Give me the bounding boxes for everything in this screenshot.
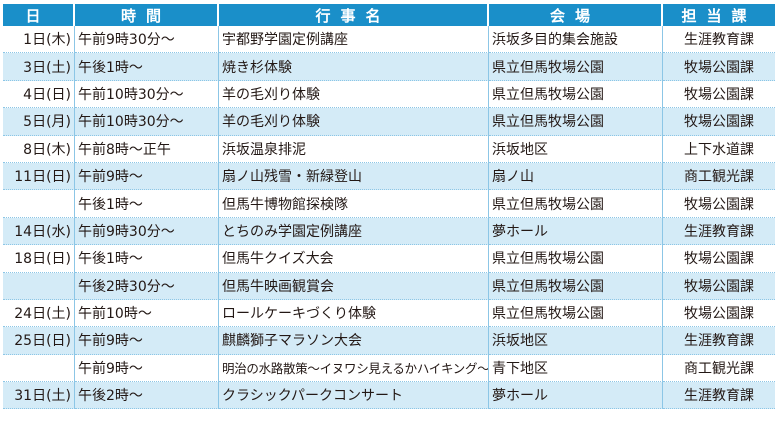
row-date [3, 354, 75, 383]
row-department: 牧場公園課 [663, 245, 775, 273]
row-time: 午後1時〜 [75, 190, 219, 218]
row-event: 扇ノ山残雪・新緑登山 [219, 162, 489, 191]
table-row: 3日(土) 午後1時〜 焼き杉体験 県立但馬牧場公園 牧場公園課 [3, 53, 775, 81]
row-time: 午後1時〜 [75, 53, 219, 81]
row-venue: 夢ホール [489, 382, 663, 410]
row-department: 生涯教育課 [663, 26, 775, 54]
header-date: 日 [3, 4, 75, 26]
row-venue: 青下地区 [489, 354, 663, 383]
table-row: 1日(木) 午前9時30分〜 宇都野学園定例講座 浜坂多目的集会施設 生涯教育課 [3, 26, 775, 54]
header-event: 行事名 [219, 4, 489, 26]
row-department: 生涯教育課 [663, 217, 775, 246]
table-row: 25日(日) 午前9時〜 麒麟獅子マラソン大会 浜坂地区 生涯教育課 [3, 327, 775, 355]
table-row: 18日(日) 午後1時〜 但馬牛クイズ大会 県立但馬牧場公園 牧場公園課 [3, 245, 775, 273]
row-date: 25日(日) [3, 327, 75, 355]
row-department: 牧場公園課 [663, 272, 775, 300]
row-venue: 県立但馬牧場公園 [489, 272, 663, 300]
header-time: 時間 [75, 4, 219, 26]
table-row: 5日(月) 午前10時30分〜 羊の毛刈り体験 県立但馬牧場公園 牧場公園課 [3, 108, 775, 136]
row-time: 午前9時30分〜 [75, 217, 219, 246]
row-date: 5日(月) [3, 108, 75, 136]
row-event: 明治の水路散策〜イヌワシ見えるかハイキング〜 [219, 354, 489, 383]
row-time: 午前10時30分〜 [75, 80, 219, 109]
row-time: 午後2時〜 [75, 382, 219, 410]
row-event: 宇都野学園定例講座 [219, 26, 489, 54]
row-time: 午前9時〜 [75, 327, 219, 355]
row-date [3, 190, 75, 218]
row-event: クラシックパークコンサート [219, 382, 489, 410]
header-department: 担当課 [663, 4, 775, 26]
row-department: 牧場公園課 [663, 190, 775, 218]
row-event: 焼き杉体験 [219, 53, 489, 81]
row-event: 但馬牛クイズ大会 [219, 245, 489, 273]
table-row: 24日(土) 午前10時〜 ロールケーキづくり体験 県立但馬牧場公園 牧場公園課 [3, 299, 775, 328]
row-department: 商工観光課 [663, 162, 775, 191]
row-date: 14日(水) [3, 217, 75, 246]
row-department: 牧場公園課 [663, 299, 775, 328]
row-time: 午前9時〜 [75, 354, 219, 383]
row-event: 羊の毛刈り体験 [219, 108, 489, 136]
row-event: 麒麟獅子マラソン大会 [219, 327, 489, 355]
row-department: 牧場公園課 [663, 53, 775, 81]
row-event: 羊の毛刈り体験 [219, 80, 489, 109]
row-date: 4日(日) [3, 80, 75, 109]
row-date [3, 272, 75, 300]
table-row: 31日(土) 午後2時〜 クラシックパークコンサート 夢ホール 生涯教育課 [3, 382, 775, 410]
row-date: 3日(土) [3, 53, 75, 81]
row-venue: 浜坂多目的集会施設 [489, 26, 663, 54]
row-department: 生涯教育課 [663, 327, 775, 355]
row-department: 生涯教育課 [663, 382, 775, 410]
row-venue: 県立但馬牧場公園 [489, 245, 663, 273]
row-department: 商工観光課 [663, 354, 775, 383]
row-venue: 県立但馬牧場公園 [489, 108, 663, 136]
row-venue: 県立但馬牧場公園 [489, 80, 663, 109]
row-time: 午後2時30分〜 [75, 272, 219, 300]
row-date: 31日(土) [3, 382, 75, 410]
table-row: 11日(日) 午前9時〜 扇ノ山残雪・新緑登山 扇ノ山 商工観光課 [3, 162, 775, 191]
table-row: 4日(日) 午前10時30分〜 羊の毛刈り体験 県立但馬牧場公園 牧場公園課 [3, 80, 775, 109]
row-time: 午後1時〜 [75, 245, 219, 273]
row-venue: 県立但馬牧場公園 [489, 53, 663, 81]
row-date: 18日(日) [3, 245, 75, 273]
table-header: 日 時間 行事名 会場 担当課 [3, 4, 775, 26]
row-date: 11日(日) [3, 162, 75, 191]
row-time: 午前10時30分〜 [75, 108, 219, 136]
row-event: 浜坂温泉排泥 [219, 135, 489, 163]
table-row: 14日(水) 午前9時30分〜 とちのみ学園定例講座 夢ホール 生涯教育課 [3, 217, 775, 246]
row-time: 午前9時〜 [75, 162, 219, 191]
event-schedule-table: 日 時間 行事名 会場 担当課 1日(木) 午前9時30分〜 宇都野学園定例講座… [3, 4, 775, 410]
table-row: 午後2時30分〜 但馬牛映画観賞会 県立但馬牧場公園 牧場公園課 [3, 272, 775, 300]
row-venue: 県立但馬牧場公園 [489, 190, 663, 218]
row-date: 8日(木) [3, 135, 75, 163]
row-venue: 県立但馬牧場公園 [489, 299, 663, 328]
table-row: 午前9時〜 明治の水路散策〜イヌワシ見えるかハイキング〜 青下地区 商工観光課 [3, 354, 775, 383]
row-event: ロールケーキづくり体験 [219, 299, 489, 328]
row-date: 24日(土) [3, 299, 75, 328]
row-event: 但馬牛映画観賞会 [219, 272, 489, 300]
row-time: 午前9時30分〜 [75, 26, 219, 54]
row-department: 上下水道課 [663, 135, 775, 163]
table-row: 午後1時〜 但馬牛博物館探検隊 県立但馬牧場公園 牧場公園課 [3, 190, 775, 218]
row-time: 午前8時〜正午 [75, 135, 219, 163]
row-time: 午前10時〜 [75, 299, 219, 328]
row-venue: 夢ホール [489, 217, 663, 246]
row-event: 但馬牛博物館探検隊 [219, 190, 489, 218]
table-row: 8日(木) 午前8時〜正午 浜坂温泉排泥 浜坂地区 上下水道課 [3, 135, 775, 163]
header-row: 日 時間 行事名 会場 担当課 [3, 4, 775, 26]
row-venue: 浜坂地区 [489, 135, 663, 163]
row-department: 牧場公園課 [663, 80, 775, 109]
header-venue: 会場 [489, 4, 663, 26]
row-venue: 浜坂地区 [489, 327, 663, 355]
table-body: 1日(木) 午前9時30分〜 宇都野学園定例講座 浜坂多目的集会施設 生涯教育課… [3, 26, 775, 410]
row-date: 1日(木) [3, 26, 75, 54]
row-venue: 扇ノ山 [489, 162, 663, 191]
row-department: 牧場公園課 [663, 108, 775, 136]
row-event: とちのみ学園定例講座 [219, 217, 489, 246]
